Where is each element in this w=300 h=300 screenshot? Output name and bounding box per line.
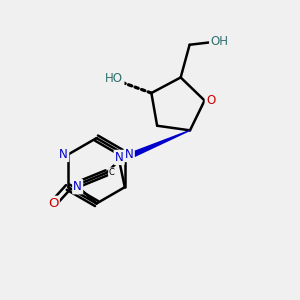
Text: O: O (48, 197, 58, 210)
Text: C: C (109, 168, 115, 177)
Text: N: N (59, 148, 68, 161)
Text: O: O (206, 94, 215, 107)
Polygon shape (118, 130, 190, 163)
Text: N: N (73, 180, 82, 193)
Text: HO: HO (105, 72, 123, 85)
Text: OH: OH (210, 35, 228, 48)
Text: N: N (115, 151, 124, 164)
Text: N: N (125, 148, 134, 161)
